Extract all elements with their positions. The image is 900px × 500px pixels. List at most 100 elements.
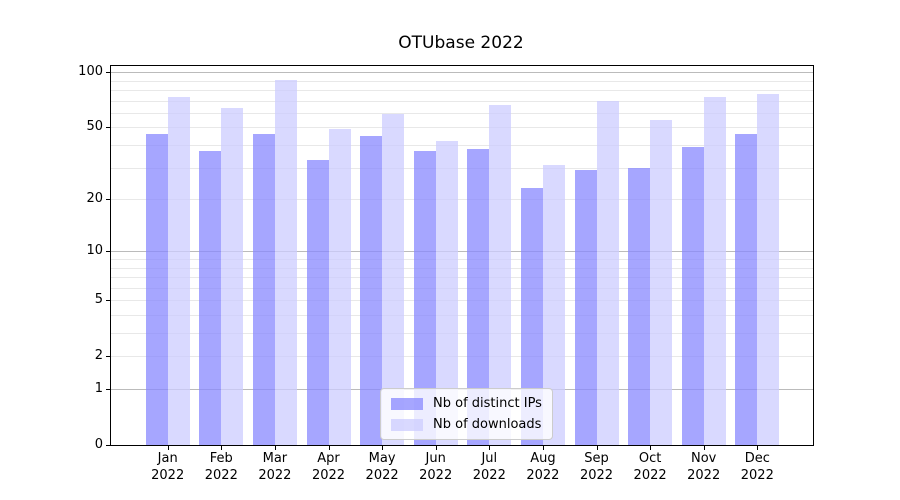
bar-distinct-ips [467,149,490,445]
x-tick-month: Aug [530,451,556,466]
bar-distinct-ips [520,188,543,445]
y-tick-label: 100 [78,64,103,80]
bar-distinct-ips [199,151,222,445]
x-tick-month: Jul [481,451,498,466]
x-tick-label: Mar 2022 [245,450,305,484]
gridline [111,127,813,129]
bar-downloads [274,79,297,445]
bar-downloads [703,97,726,445]
x-tick-label: May 2022 [352,450,412,484]
y-tick-mark [106,356,110,358]
x-tick-year: 2022 [365,468,399,483]
gridline [111,112,813,114]
gridline [111,80,813,82]
bar-distinct-ips [735,134,758,445]
y-tick-label: 0 [94,437,103,452]
x-tick-label: Feb 2022 [191,450,251,484]
gridline [111,300,813,302]
bar-downloads [328,129,351,445]
y-tick-mark [106,389,110,390]
x-tick-year: 2022 [740,468,774,483]
x-tick-label: Jan 2022 [138,450,198,484]
x-tick-label: Nov 2022 [674,450,734,484]
y-tick-mark [106,251,110,253]
gridline [111,199,813,201]
gridline [111,315,813,316]
x-tick-year: 2022 [687,468,721,483]
bar-distinct-ips [252,134,275,445]
x-tick-month: Sep [584,451,609,466]
x-tick-year: 2022 [579,468,614,483]
x-tick-mark [596,445,598,450]
x-tick-month: Jan [157,451,178,466]
x-tick-mark [328,445,330,450]
x-tick-month: Dec [744,451,770,466]
x-tick-mark [435,445,437,450]
x-tick-month: Jun [425,451,446,466]
bars-layer [111,66,813,445]
bar-distinct-ips [574,170,597,445]
x-tick-year: 2022 [472,468,506,483]
x-tick-label: Jul 2022 [459,450,519,484]
x-tick-year: 2022 [633,468,667,483]
bar-downloads [221,107,244,445]
x-tick-month: Oct [638,451,662,466]
y-tick-mark [106,127,110,129]
y-tick-mark [106,72,110,74]
y-tick-label: 2 [94,348,103,364]
x-tick-month: Feb [209,451,233,466]
legend-swatch-distinct-ips [391,397,423,410]
gridline [111,356,813,358]
legend-item-downloads: Nb of downloads [391,417,542,432]
x-tick-label: Dec 2022 [727,450,787,484]
x-tick-mark [274,445,276,450]
bar-downloads [757,94,780,445]
x-tick-month: Apr [317,451,340,466]
x-tick-mark [757,445,759,450]
gridline [111,287,813,289]
gridline [111,100,813,102]
x-tick-label: Apr 2022 [299,450,359,484]
x-tick-mark [650,445,652,450]
legend-label-downloads: Nb of downloads [433,417,542,432]
x-tick-year: 2022 [419,468,453,483]
x-tick-mark [489,445,491,450]
gridline [111,167,813,169]
bar-distinct-ips [681,147,704,445]
bar-downloads [542,165,565,445]
y-tick-mark [106,445,110,446]
bar-distinct-ips [628,167,651,445]
bar-distinct-ips [306,160,329,445]
y-tick-label: 50 [86,119,103,135]
gridline [111,145,813,146]
bar-downloads [489,105,512,445]
x-tick-mark [221,445,223,450]
axis-layer: 0 1 2 5 10 20 50 100 Jan 2022 Feb 2022 Mar 2022 Apr 202… [78,64,813,483]
legend: Nb of distinct IPs Nb of downloads [380,388,553,440]
y-tick-label: 5 [94,292,103,308]
x-tick-label: Jun 2022 [406,450,466,484]
y-tick-mark [106,300,110,302]
gridline [111,251,813,253]
legend-item-distinct-ips: Nb of distinct IPs [391,396,542,411]
x-tick-mark [703,445,705,450]
gridline [111,72,813,74]
bar-downloads [435,141,458,445]
x-tick-year: 2022 [311,468,346,483]
bar-downloads [167,97,190,445]
y-tick-label: 20 [86,191,103,207]
x-tick-month: Mar [262,451,288,466]
gridline [111,333,813,334]
bar-distinct-ips [145,134,168,445]
bar-distinct-ips [360,135,383,445]
x-tick-year: 2022 [204,468,238,483]
x-tick-month: May [368,451,396,466]
gridline [111,267,813,269]
x-tick-label: Aug 2022 [513,450,573,484]
gridline [111,277,813,278]
x-tick-label: Sep 2022 [567,450,627,484]
gridline [111,259,813,260]
x-tick-year: 2022 [526,468,560,483]
y-tick-mark [106,199,110,201]
x-tick-mark [382,445,384,450]
